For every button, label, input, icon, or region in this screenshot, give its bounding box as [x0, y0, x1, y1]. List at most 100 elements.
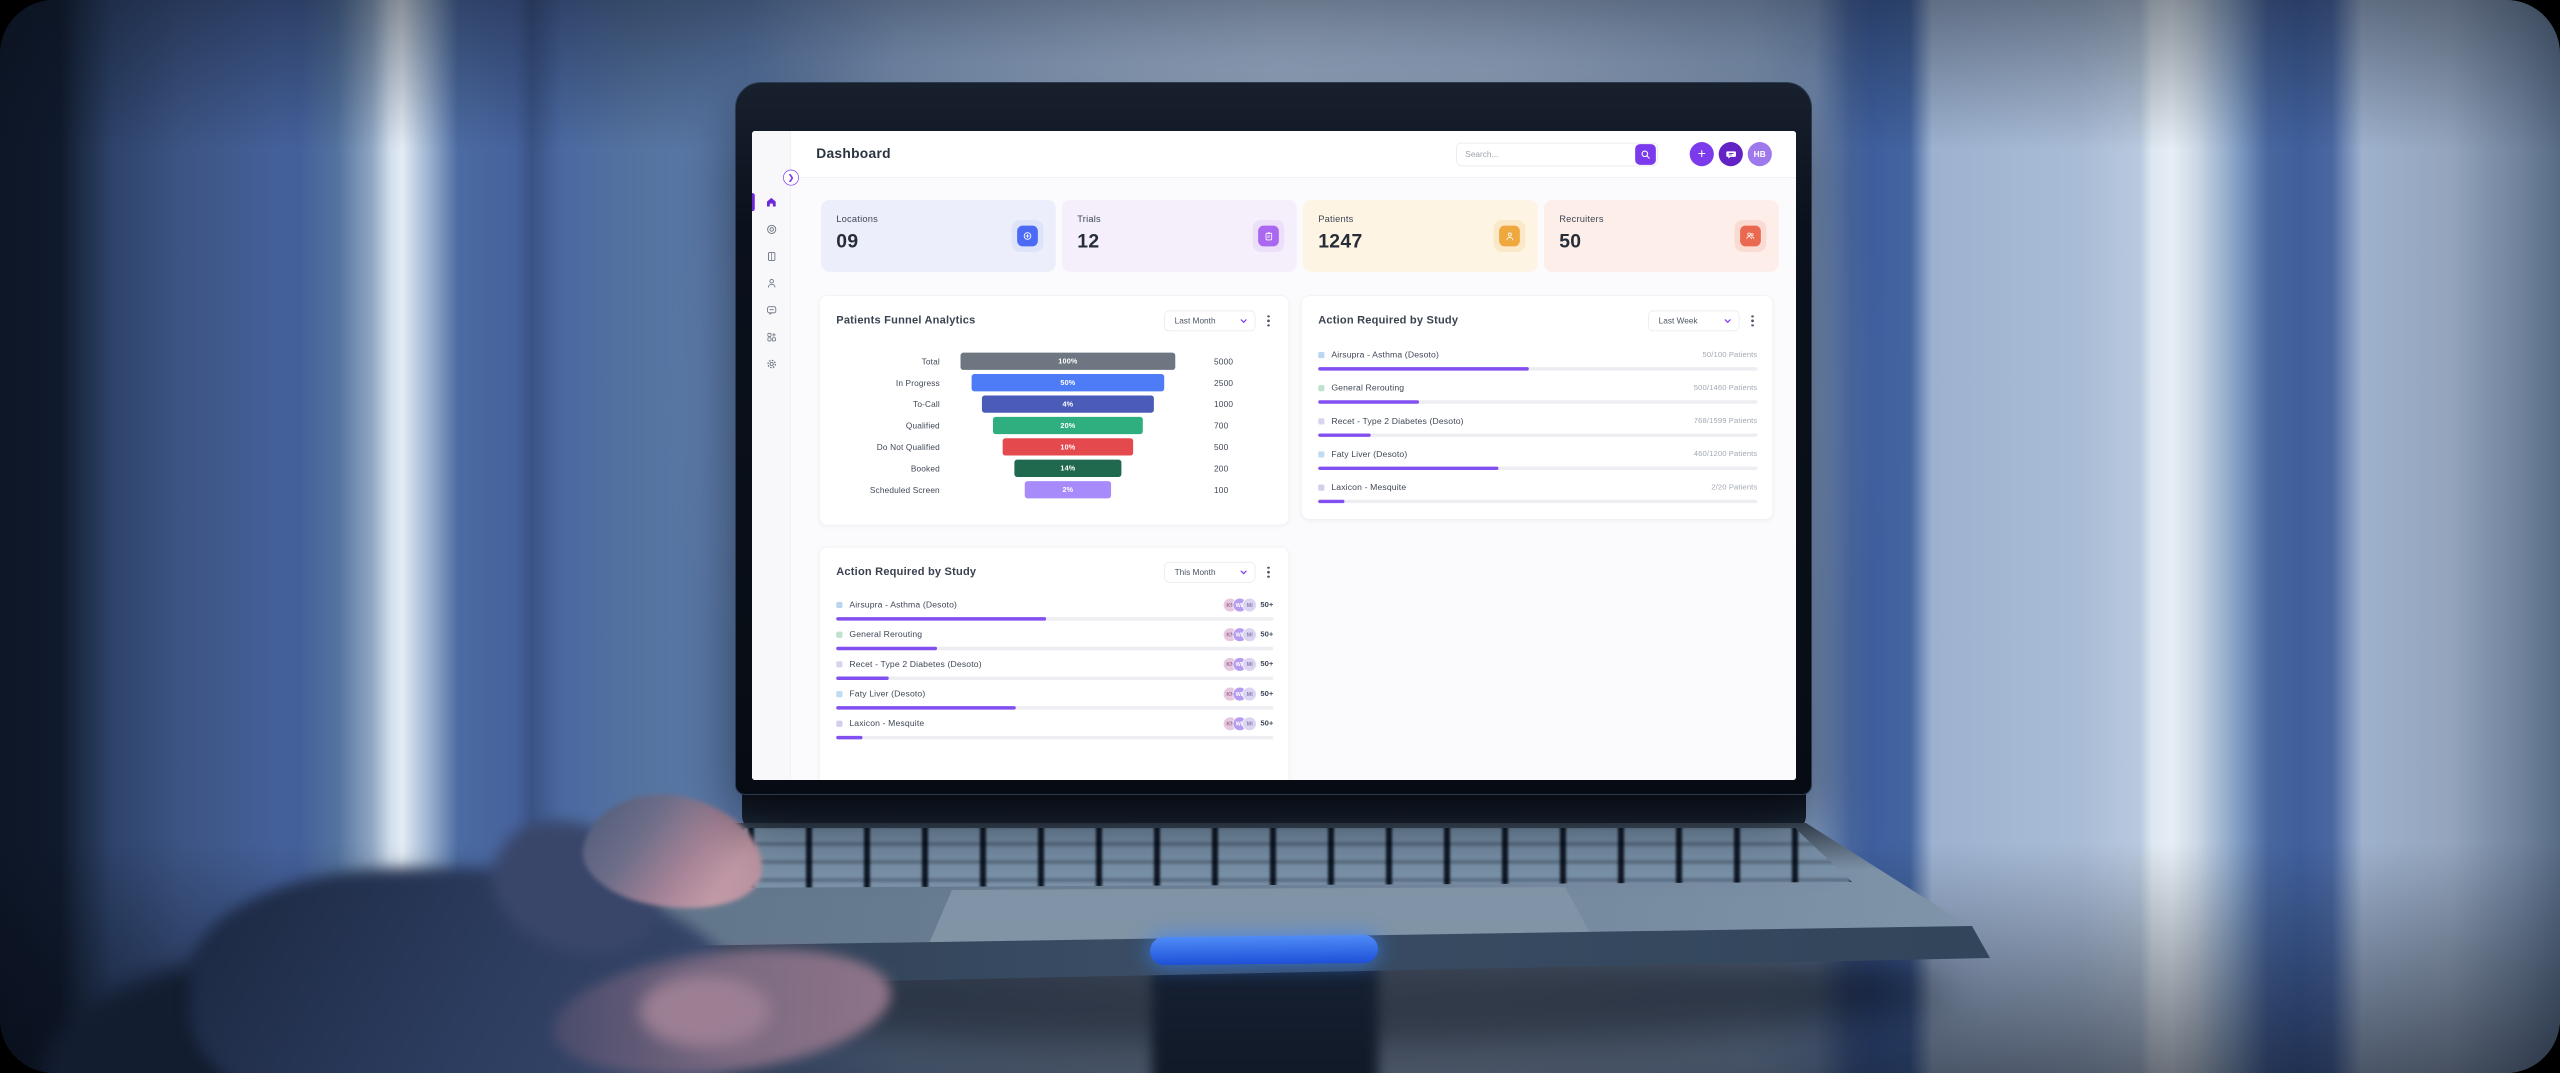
- funnel-bar: 4%: [982, 395, 1154, 413]
- actions-month-menu-button[interactable]: [1262, 562, 1274, 583]
- funnel-bar: 14%: [1014, 459, 1122, 477]
- sidebar-expand-button[interactable]: ❯: [783, 169, 799, 186]
- study-bullet: [1318, 384, 1325, 391]
- progress-track: [1318, 433, 1758, 437]
- funnel-row: Booked 14% 200: [836, 459, 1273, 477]
- actions-month-period-select[interactable]: This Month: [1164, 561, 1256, 583]
- study-name: General Rerouting: [849, 629, 923, 640]
- avatar-overflow-count: 50+: [1260, 659, 1274, 669]
- funnel-period-value: Last Month: [1174, 316, 1216, 326]
- chevron-down-icon: [1239, 317, 1247, 325]
- avatar-cluster: KN WE MI 50+: [1223, 716, 1273, 731]
- avatar-cluster: KN WE MI 50+: [1223, 656, 1274, 672]
- funnel-value: 1000: [1213, 399, 1234, 409]
- progress-fill: [1318, 466, 1499, 471]
- sidebar-item-home[interactable]: [752, 190, 791, 213]
- progress-fill: [836, 676, 889, 680]
- study-row: Faty Liver (Desoto) 460/1200 Patients: [1318, 448, 1758, 471]
- funnel-bar: 2%: [1024, 481, 1112, 499]
- avatar-cluster: KN WE MI 50+: [1223, 627, 1273, 642]
- target-icon: [765, 223, 777, 235]
- laptop-screen: Dashboard +: [752, 131, 1796, 780]
- stat-badge: [1493, 220, 1526, 252]
- knuckle-highlight: [640, 975, 770, 1047]
- study-row: Laxicon - Mesquite KN WE MI 50+: [836, 716, 1274, 740]
- plus-icon: +: [1697, 146, 1706, 162]
- funnel-value: 100: [1213, 484, 1229, 495]
- funnel-percent: 2%: [1062, 485, 1074, 494]
- funnel-label: Qualified: [905, 420, 940, 431]
- sidebar-item-trials[interactable]: [752, 244, 791, 267]
- sidebar: [752, 131, 791, 780]
- person-icon: [765, 277, 777, 289]
- sidebar-item-target[interactable]: [752, 217, 791, 240]
- progress-fill: [1318, 367, 1529, 371]
- funnel-menu-button[interactable]: [1262, 311, 1274, 332]
- progress-track: [836, 646, 1274, 651]
- sidebar-item-patients[interactable]: [752, 271, 791, 294]
- funnel-row: Scheduled Screen 2% 100: [836, 481, 1273, 499]
- funnel-card: Patients Funnel Analytics Last Month Tot…: [818, 295, 1290, 526]
- user-avatar[interactable]: HB: [1747, 142, 1772, 167]
- stat-value: 09: [836, 230, 859, 252]
- funnel-period-select[interactable]: Last Month: [1164, 310, 1256, 332]
- topbar: Dashboard +: [752, 131, 1796, 178]
- study-row: General Rerouting 500/1460 Patients: [1318, 382, 1758, 404]
- funnel-value: 200: [1213, 463, 1229, 474]
- sidebar-item-apps[interactable]: [752, 325, 791, 348]
- main-content: Locations 09 Trials 12: [790, 177, 1796, 780]
- stat-value: 1247: [1318, 230, 1363, 252]
- funnel-percent: 50%: [1060, 378, 1076, 387]
- funnel-percent: 14%: [1060, 464, 1076, 473]
- funnel-row: Total 100% 5000: [836, 352, 1273, 370]
- laptop-stand-shadow: [1152, 958, 1378, 1073]
- progress-fill: [836, 646, 937, 651]
- sidebar-item-messages[interactable]: [752, 298, 791, 321]
- messages-button[interactable]: [1718, 142, 1743, 167]
- home-icon: [765, 196, 777, 208]
- avatar-overflow-count: 50+: [1260, 689, 1274, 698]
- study-row: Airsupra - Asthma (Desoto) KN WE MI 50+: [836, 597, 1274, 621]
- laptop-led-strip: [1149, 934, 1379, 966]
- funnel-value: 700: [1213, 420, 1229, 431]
- avatar: MI: [1242, 716, 1257, 731]
- chevron-down-icon: [1724, 317, 1732, 325]
- funnel-row: Do Not Qualified 10% 500: [836, 438, 1273, 456]
- actions-month-title: Action Required by Study: [836, 566, 977, 578]
- study-patients: 50/100 Patients: [1702, 350, 1758, 359]
- study-row: Recet - Type 2 Diabetes (Desoto) 768/1599…: [1318, 415, 1758, 437]
- laptop-lid: Dashboard +: [735, 82, 1812, 795]
- funnel-row: Qualified 20% 700: [836, 416, 1273, 435]
- study-name: Airsupra - Asthma (Desoto): [849, 599, 958, 610]
- search-button[interactable]: [1635, 144, 1656, 165]
- actions-week-menu-button[interactable]: [1746, 311, 1758, 332]
- search-input[interactable]: [1457, 149, 1636, 160]
- stat-label: Locations: [836, 213, 879, 225]
- sidebar-active-indicator: [752, 193, 755, 212]
- avatar-cluster: KN WE MI 50+: [1223, 597, 1273, 612]
- sidebar-item-settings[interactable]: [752, 352, 791, 375]
- funnel-bar: 20%: [992, 416, 1144, 435]
- study-name: Laxicon - Mesquite: [1331, 482, 1407, 493]
- actions-week-card: Action Required by Study Last Week Airsu…: [1300, 295, 1774, 520]
- actions-week-period-select[interactable]: Last Week: [1648, 310, 1740, 332]
- avatar-overflow-count: 50+: [1260, 719, 1274, 728]
- progress-fill: [836, 617, 1047, 621]
- study-name: Faty Liver (Desoto): [849, 688, 926, 699]
- clipboard-icon: [765, 250, 777, 262]
- study-name: General Rerouting: [1331, 383, 1405, 393]
- stat-label: Trials: [1077, 213, 1101, 225]
- stat-badge: [1252, 220, 1285, 252]
- study-bullet: [836, 690, 843, 697]
- stat-value: 50: [1559, 230, 1582, 252]
- stat-card-locations: Locations 09: [821, 200, 1056, 272]
- stat-card-trials: Trials 12: [1062, 200, 1297, 272]
- study-name: Faty Liver (Desoto): [1331, 449, 1408, 459]
- actions-week-title: Action Required by Study: [1318, 314, 1459, 327]
- study-name: Recet - Type 2 Diabetes (Desoto): [849, 659, 982, 669]
- patient-icon: [1499, 225, 1520, 247]
- study-row: Faty Liver (Desoto) KN WE MI 50+: [836, 686, 1274, 710]
- add-button[interactable]: +: [1689, 142, 1714, 167]
